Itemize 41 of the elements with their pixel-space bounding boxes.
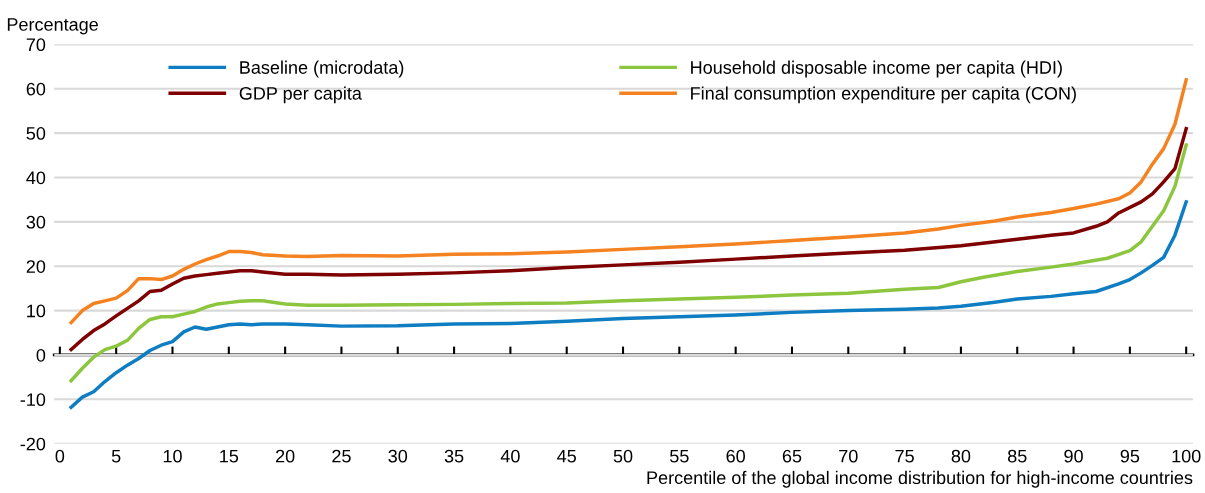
line-series bbox=[69, 200, 1188, 410]
y-tick-label: 0 bbox=[36, 348, 46, 362]
y-tick-label: 60 bbox=[26, 82, 46, 96]
y-tick-label: -20 bbox=[20, 437, 46, 451]
x-tick-label: 5 bbox=[111, 449, 121, 463]
legend-label: Baseline (microdata) bbox=[240, 60, 404, 78]
y-tick-label: -10 bbox=[20, 393, 46, 407]
legend-label: Final consumption expenditure per capita (CON) bbox=[691, 86, 1076, 104]
x-tick-label: 65 bbox=[782, 449, 802, 463]
x-tick-label: 90 bbox=[1064, 449, 1083, 463]
x-tick-label: 45 bbox=[557, 449, 576, 463]
y-tick-label: 30 bbox=[26, 215, 46, 229]
line-series bbox=[69, 126, 1188, 352]
x-axis-title: Percentile of the global income distribution for high-income countries bbox=[647, 470, 1193, 488]
x-tick-label: 85 bbox=[1007, 449, 1027, 463]
x-tick-label: 80 bbox=[951, 449, 971, 463]
y-tick-label: 70 bbox=[26, 38, 46, 52]
x-tick-label: 10 bbox=[163, 449, 182, 463]
x-tick-label: 55 bbox=[670, 449, 689, 463]
x-tick-label: 0 bbox=[55, 449, 65, 463]
legend-label: Household disposable income per capita (HDI) bbox=[691, 60, 1062, 78]
x-tick-label: 95 bbox=[1120, 449, 1140, 463]
y-tick-label: 10 bbox=[27, 304, 46, 318]
x-tick-label: 30 bbox=[388, 449, 408, 463]
x-tick-label: 60 bbox=[726, 449, 745, 463]
y-tick-label: 40 bbox=[26, 171, 46, 185]
line-series bbox=[69, 143, 1188, 383]
x-tick-label: 100 bbox=[1172, 449, 1201, 463]
y-tick-label: 50 bbox=[26, 127, 46, 140]
x-tick-label: 15 bbox=[220, 449, 239, 463]
y-tick-label: 20 bbox=[26, 260, 46, 273]
x-tick-label: 50 bbox=[613, 449, 633, 463]
x-tick-label: 20 bbox=[275, 449, 295, 463]
line-series bbox=[69, 78, 1188, 325]
x-tick-label: 40 bbox=[500, 449, 520, 463]
x-tick-label: 25 bbox=[332, 449, 351, 463]
x-tick-label: 70 bbox=[839, 449, 858, 463]
legend-label: GDP per capita bbox=[239, 86, 362, 104]
x-tick-label: 75 bbox=[895, 449, 914, 463]
x-tick-label: 35 bbox=[444, 449, 464, 463]
y-axis-title: Percentage bbox=[7, 18, 98, 35]
